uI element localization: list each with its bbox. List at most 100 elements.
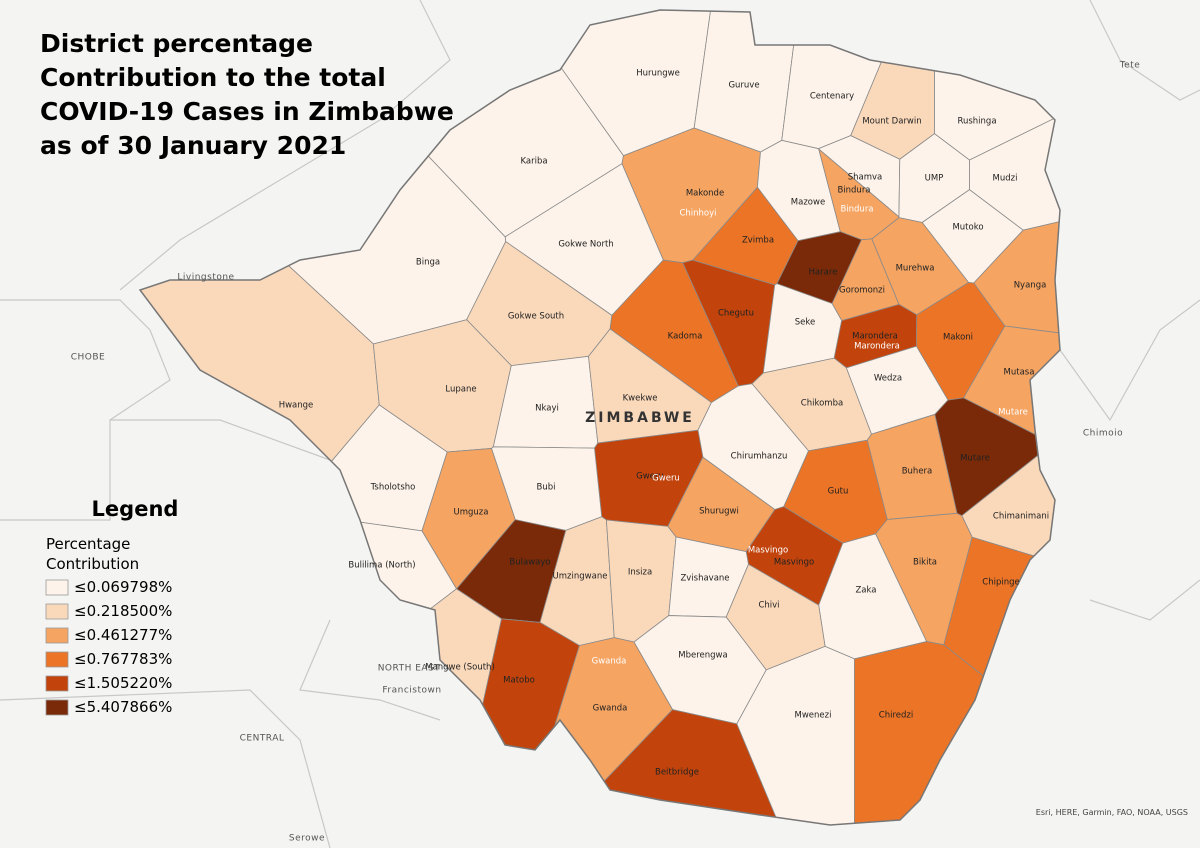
district-label: Gokwe South [508, 312, 564, 322]
place-label: CENTRAL [240, 734, 285, 744]
district-label: Shamva [848, 173, 883, 183]
district-label: Bubi [537, 483, 556, 493]
district-label: Masvingo [774, 558, 814, 568]
district-label: Makonde [686, 189, 724, 199]
district-label: Centenary [810, 92, 854, 102]
district-label: Tsholotsho [370, 483, 416, 493]
district-label: Mutoko [952, 223, 983, 233]
district-label: Umguza [454, 508, 489, 518]
district-label: Insiza [628, 568, 652, 578]
legend-swatch [45, 579, 69, 596]
labels: Hurungwe Guruve Centenary Mount Darwin Rushi… [279, 69, 1049, 778]
district-label: Rushinga [957, 117, 996, 127]
legend-label: ≤0.767783% [74, 650, 172, 668]
district-label: Wedza [874, 374, 902, 384]
districts [138, 9, 1061, 826]
district-label: Bulawayo [509, 558, 550, 568]
district-label: Chivi [758, 601, 779, 611]
district-label: UMP [925, 174, 944, 184]
district-label: Bindura [837, 186, 870, 196]
district-label: Hurungwe [636, 69, 680, 79]
legend-label: ≤0.461277% [74, 626, 172, 644]
district-label: Chiredzi [879, 711, 913, 721]
district [854, 641, 984, 824]
country-label: ZIMBABWE [585, 410, 695, 426]
district-label: Shurugwi [699, 507, 739, 517]
district-label: Buhera [902, 467, 933, 477]
urban-label: Chinhoyi [679, 209, 716, 219]
district-label: Kwekwe [623, 394, 658, 404]
district-label: Goromonzi [839, 286, 885, 296]
district-label: Mutasa [1004, 368, 1035, 378]
district-label: Marondera [852, 332, 898, 342]
district-label: Murehwa [896, 264, 935, 274]
urban-label: Masvingo [748, 546, 788, 556]
legend-swatch [45, 627, 69, 644]
urban-label: Mutare [998, 408, 1028, 418]
attribution: Esri, HERE, Garmin, FAO, NOAA, USGS [1036, 808, 1188, 817]
district-label: Mount Darwin [862, 117, 921, 127]
district-label: Makoni [943, 333, 973, 343]
district-label: Zaka [855, 586, 876, 596]
district-label: Nyanga [1014, 281, 1047, 291]
district-label: Zvishavane [680, 574, 729, 584]
district-label: Lupane [445, 385, 476, 395]
urban-label: Gwanda [592, 657, 627, 667]
district-label: Zvimba [742, 236, 774, 246]
place-label: NORTH EAST [378, 664, 441, 674]
legend-title: Legend [92, 497, 179, 521]
title-line: Contribution to the total [40, 63, 386, 92]
title-line: District percentage [40, 29, 313, 58]
district-label: Guruve [728, 81, 759, 91]
district-label: Chirumhanzu [731, 452, 788, 462]
legend-label: ≤0.069798% [74, 578, 172, 596]
urban-label: Gweru [652, 474, 680, 484]
district-label: Beitbridge [655, 768, 699, 778]
district-label: Chimanimani [993, 512, 1049, 522]
district-label: Mberengwa [678, 651, 727, 661]
district-label: Hwange [279, 401, 314, 411]
district-label: Mazowe [791, 198, 825, 208]
legend: Legend Percentage Contribution ≤0.069798… [45, 497, 179, 716]
urban-label: Bindura [840, 205, 873, 215]
legend-label: ≤1.505220% [74, 674, 172, 692]
title-line: as of 30 January 2021 [40, 131, 346, 160]
legend-label: ≤5.407866% [74, 698, 172, 716]
legend-swatch [45, 651, 69, 668]
district-label: Chegutu [718, 309, 754, 319]
district-label: Gwanda [593, 704, 628, 714]
place-label: CHOBE [71, 353, 106, 363]
district-label: Matobo [503, 676, 535, 686]
district-label: Mudzi [993, 174, 1018, 184]
place-label: Livingstone [177, 273, 234, 283]
legend-swatch [45, 699, 69, 716]
district-label: Chipinge [982, 578, 1019, 588]
district-label: Mutare [960, 454, 990, 464]
district-label: Nkayi [535, 404, 559, 414]
district-label: Kadoma [668, 332, 703, 342]
district-label: Bulilima (North) [348, 561, 415, 571]
place-label: Francistown [382, 686, 441, 696]
title-line: COVID-19 Cases in Zimbabwe [40, 97, 454, 126]
place-label: Tete [1119, 61, 1141, 71]
district-label: Bikita [913, 558, 937, 568]
district-label: Harare [809, 268, 838, 278]
legend-swatch [45, 603, 69, 620]
district-label: Chikomba [801, 399, 843, 409]
district-label: Umzingwane [553, 572, 608, 582]
district-label: Kariba [520, 157, 547, 167]
district-label: Gokwe North [558, 240, 613, 250]
district-label: Mangwe (South) [425, 663, 495, 673]
place-label: Serowe [289, 834, 325, 844]
district-label: Mwenezi [795, 711, 832, 721]
country-outline [138, 9, 1061, 826]
legend-subtitle: Contribution [46, 555, 139, 573]
place-label: Chimoio [1083, 429, 1123, 439]
legend-swatch [45, 675, 69, 692]
urban-label: Marondera [854, 342, 900, 352]
district-label: Binga [416, 258, 440, 268]
district-label: Gutu [828, 487, 849, 497]
district-label: Seke [795, 318, 815, 328]
